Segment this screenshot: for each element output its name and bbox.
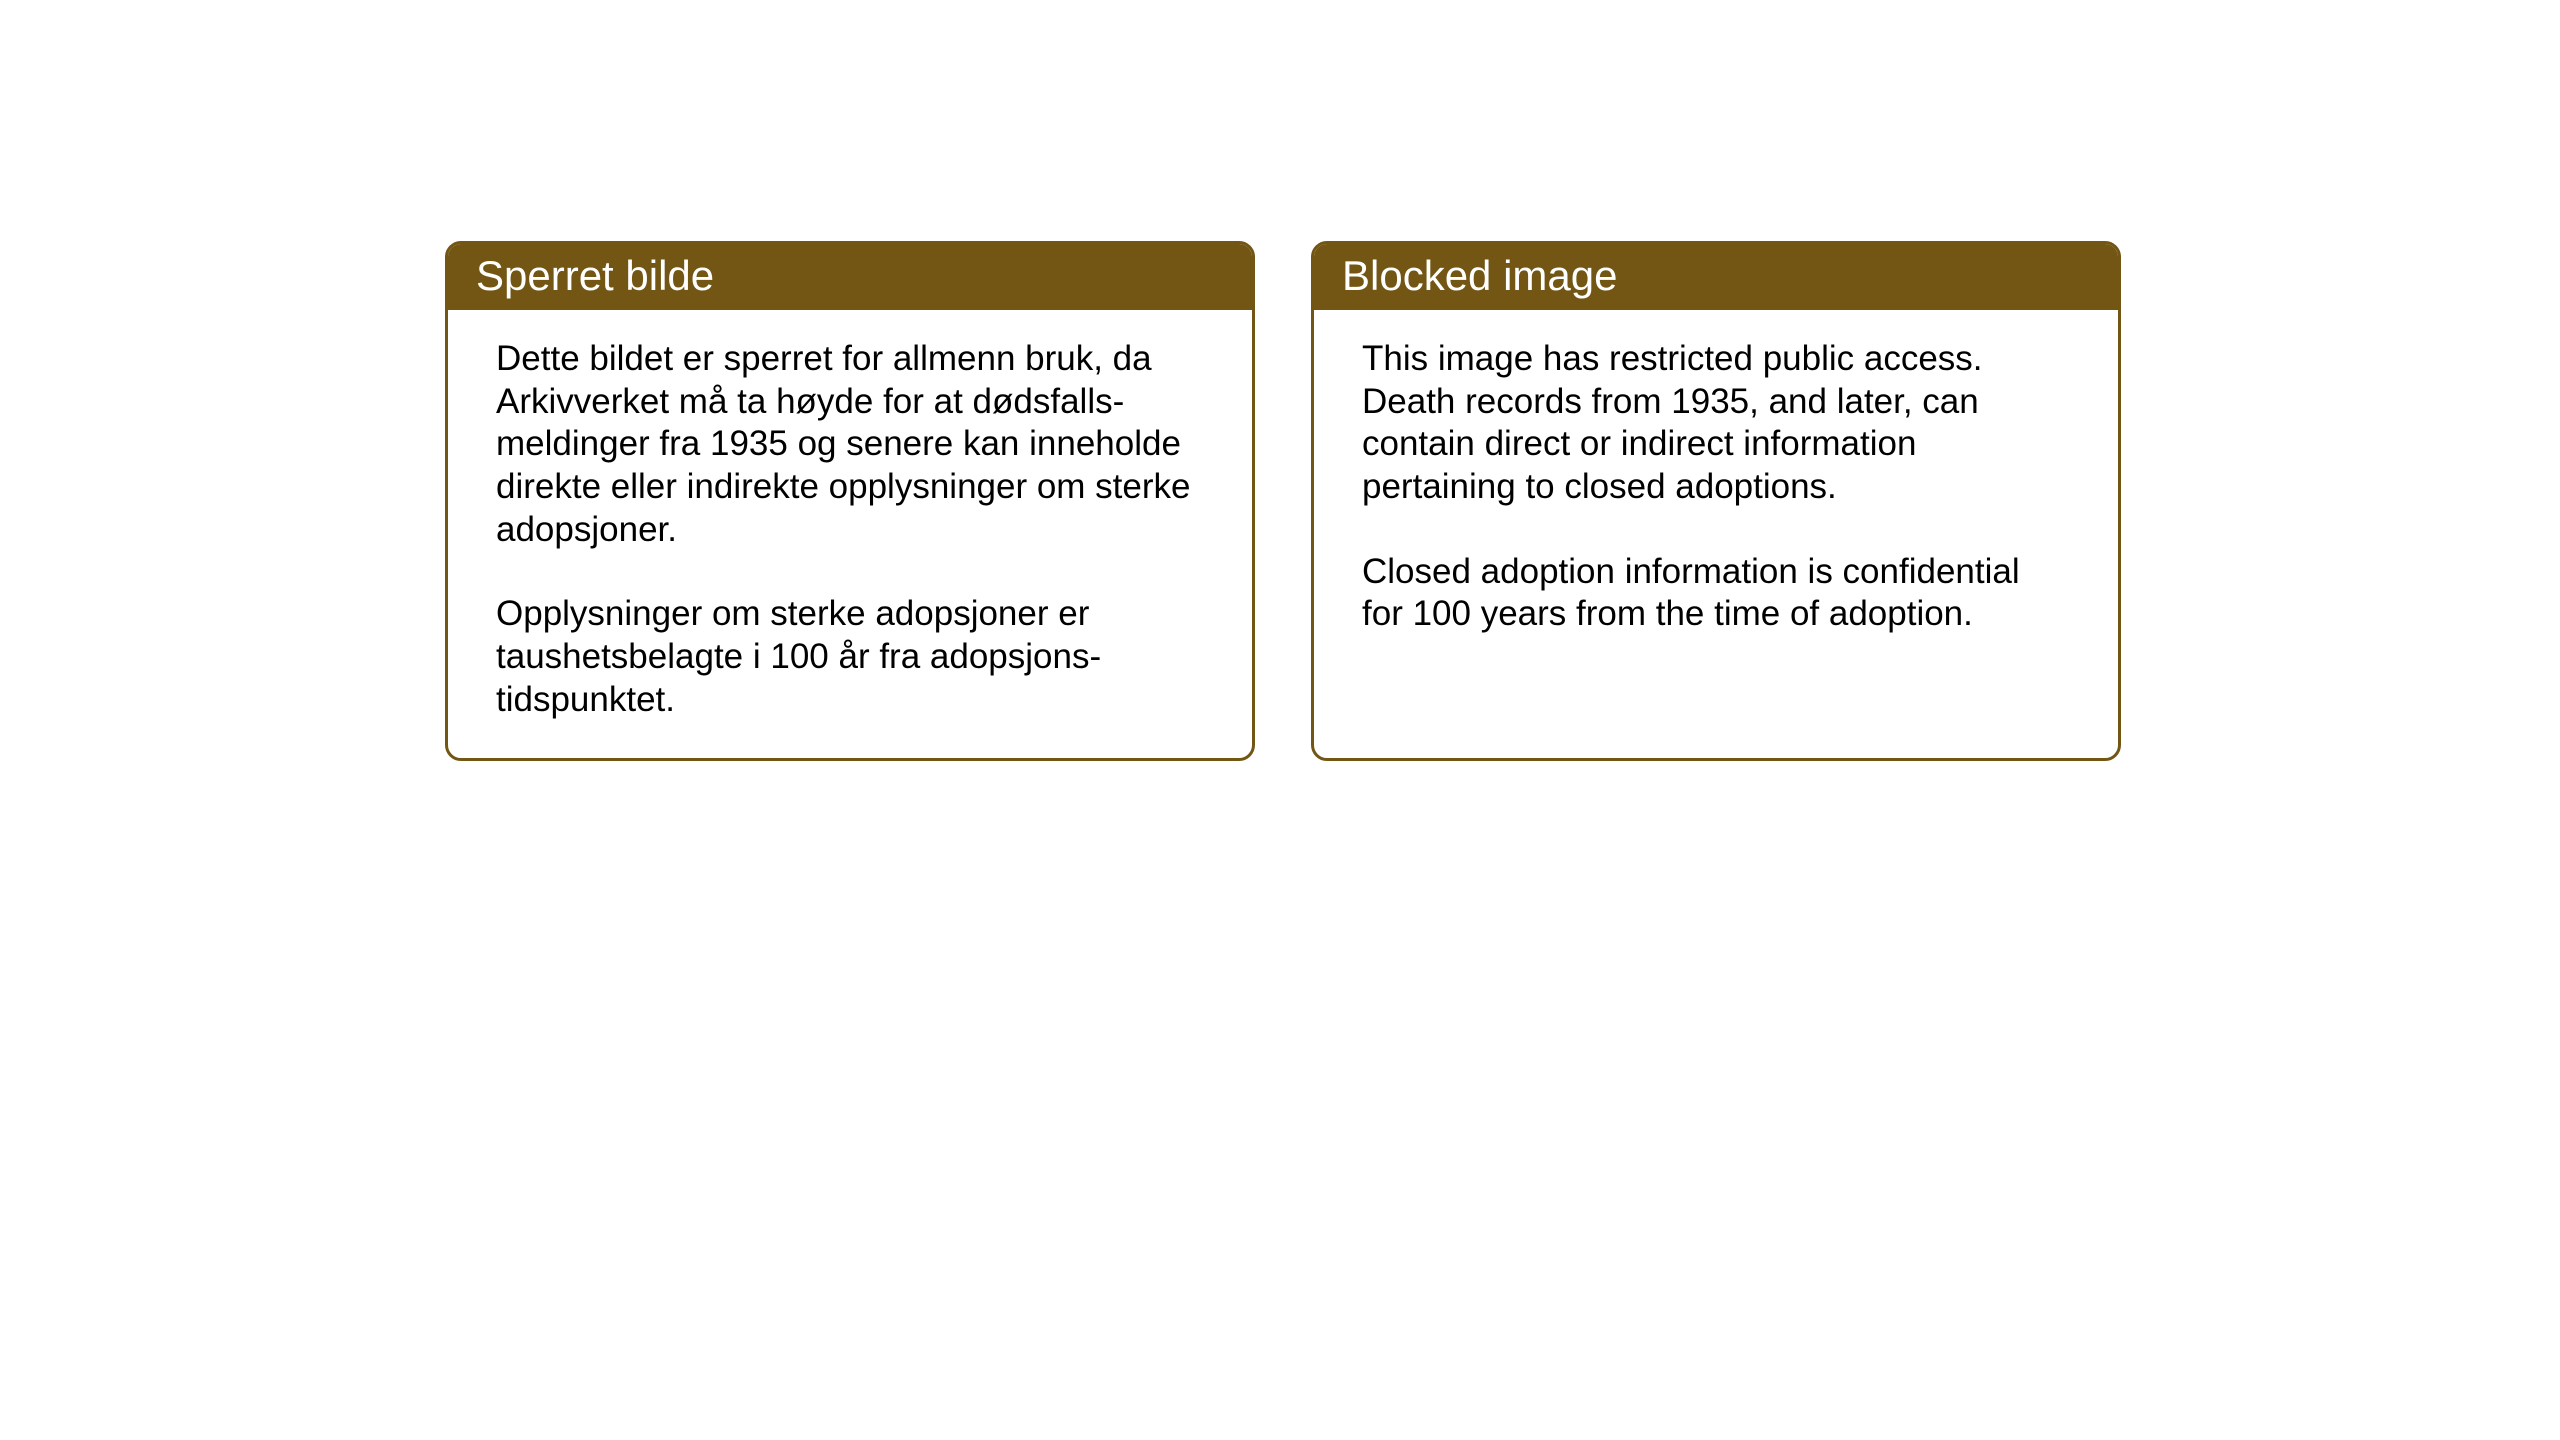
norwegian-card-title: Sperret bilde <box>448 244 1252 310</box>
english-paragraph-1: This image has restricted public access.… <box>1362 338 2070 509</box>
english-card-body: This image has restricted public access.… <box>1314 310 2118 672</box>
english-info-card: Blocked image This image has restricted … <box>1311 241 2121 761</box>
english-card-title: Blocked image <box>1314 244 2118 310</box>
norwegian-info-card: Sperret bilde Dette bildet er sperret fo… <box>445 241 1255 761</box>
norwegian-paragraph-1: Dette bildet er sperret for allmenn bruk… <box>496 338 1204 551</box>
norwegian-paragraph-2: Opplysninger om sterke adopsjoner er tau… <box>496 593 1204 721</box>
info-cards-container: Sperret bilde Dette bildet er sperret fo… <box>445 241 2121 761</box>
norwegian-card-body: Dette bildet er sperret for allmenn bruk… <box>448 310 1252 758</box>
english-paragraph-2: Closed adoption information is confident… <box>1362 551 2070 636</box>
